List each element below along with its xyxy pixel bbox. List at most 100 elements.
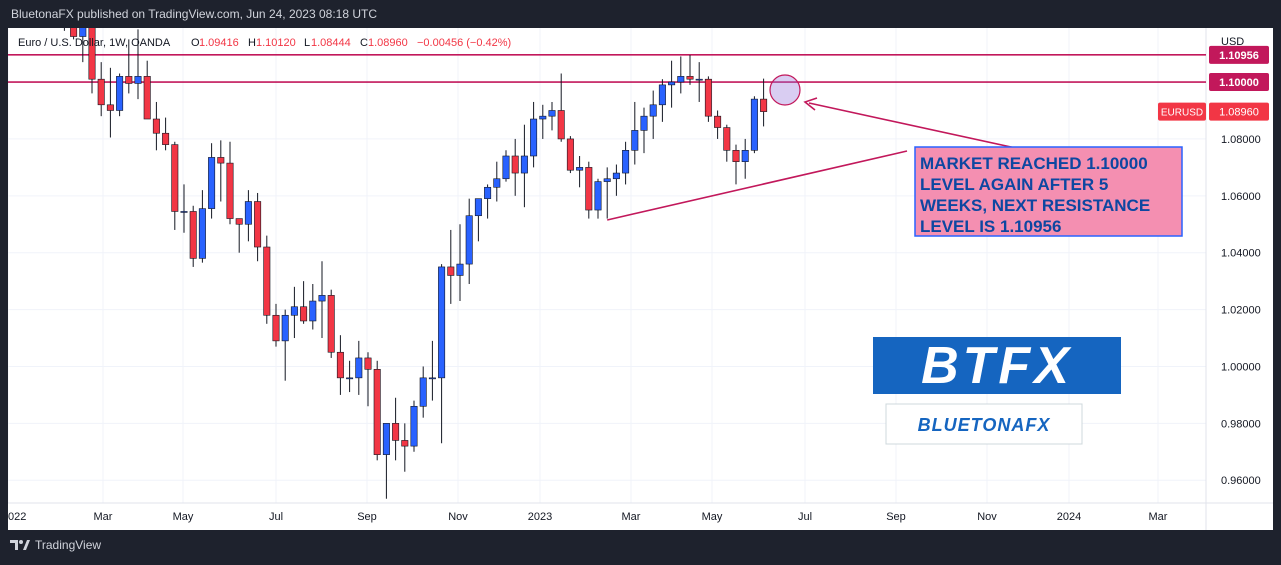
candle-74[interactable]: [723, 124, 731, 162]
grid: [7, 28, 1273, 530]
candle-11[interactable]: [143, 60, 151, 120]
candle-63[interactable]: [622, 141, 630, 185]
candle-body-65: [640, 115, 648, 131]
candle-18[interactable]: [208, 143, 216, 219]
candle-23[interactable]: [254, 192, 262, 262]
annotation-line-2: LEVEL AGAIN AFTER 5: [920, 175, 1108, 194]
candle-22[interactable]: [244, 190, 252, 242]
candle-body-10: [134, 76, 142, 84]
chart-frame[interactable]: 1.10956 1.10000 EURUSD 1.08960 0.96000 0.98…: [7, 0, 1273, 530]
candle-30[interactable]: [318, 261, 326, 339]
candle-64[interactable]: [631, 101, 639, 165]
candle-42[interactable]: [428, 340, 436, 401]
candle-35[interactable]: [364, 352, 372, 407]
candle-6[interactable]: [97, 62, 105, 117]
candle-29[interactable]: [309, 283, 317, 330]
candle-78[interactable]: [760, 78, 768, 127]
candle-38[interactable]: [392, 397, 400, 461]
candle-66[interactable]: [649, 90, 657, 139]
candle-26[interactable]: [281, 309, 289, 381]
candle-72[interactable]: [704, 76, 712, 122]
candle-65[interactable]: [640, 107, 648, 154]
candle-8[interactable]: [116, 73, 124, 117]
candle-25[interactable]: [272, 303, 280, 347]
candle-49[interactable]: [493, 161, 501, 202]
candle-13[interactable]: [162, 117, 170, 151]
candle-2[interactable]: [60, 0, 68, 31]
candle-39[interactable]: [401, 423, 409, 472]
time-tick-4: Sep: [357, 511, 377, 523]
candle-32[interactable]: [336, 335, 344, 395]
candle-20[interactable]: [226, 141, 234, 225]
annotation-box[interactable]: MARKET REACHED 1.10000 LEVEL AGAIN AFTER…: [914, 146, 1183, 237]
candle-57[interactable]: [566, 136, 574, 174]
candle-9[interactable]: [125, 39, 133, 94]
candle-14[interactable]: [171, 141, 179, 230]
last-price-tag: [1209, 102, 1269, 121]
candle-7[interactable]: [106, 67, 114, 138]
time-tick-6: 2023: [528, 511, 552, 523]
candle-55[interactable]: [548, 101, 556, 131]
price-chart[interactable]: 1.10956 1.10000 EURUSD 1.08960 0.96000 0.98…: [7, 0, 1273, 530]
annotation-arrow-head: [803, 97, 818, 111]
price-tick-2: 1.00000: [1221, 361, 1261, 373]
candle-body-58: [576, 167, 584, 171]
candle-body-33: [346, 377, 354, 380]
candle-58[interactable]: [576, 155, 584, 188]
candle-36[interactable]: [373, 360, 381, 461]
candle-45[interactable]: [456, 224, 464, 302]
candle-31[interactable]: [327, 289, 335, 358]
candle-47[interactable]: [474, 198, 482, 242]
candle-67[interactable]: [658, 79, 666, 122]
candle-21[interactable]: [235, 218, 243, 253]
candle-69[interactable]: [677, 56, 685, 94]
candle-24[interactable]: [263, 235, 271, 324]
candle-body-7: [106, 104, 114, 111]
candle-body-19: [217, 157, 225, 164]
candle-44[interactable]: [447, 229, 455, 304]
candle-51[interactable]: [511, 138, 519, 196]
candle-15[interactable]: [180, 184, 188, 233]
candle-body-72: [704, 78, 712, 117]
candle-53[interactable]: [530, 101, 538, 168]
candle-75[interactable]: [732, 144, 740, 185]
candle-19[interactable]: [217, 140, 225, 202]
candle-body-21: [235, 218, 243, 225]
candle-27[interactable]: [290, 286, 298, 339]
time-tick-0: 022: [8, 511, 26, 523]
candle-62[interactable]: [612, 164, 620, 196]
symbol-name[interactable]: Euro / U.S. Dollar, 1W, OANDA: [18, 37, 171, 49]
tradingview-logo[interactable]: TradingView: [10, 538, 101, 552]
candle-68[interactable]: [668, 60, 676, 108]
resistance-levels: 1.10956 1.10000: [8, 45, 1269, 92]
candle-73[interactable]: [714, 110, 722, 139]
candle-16[interactable]: [189, 205, 197, 267]
candle-60[interactable]: [594, 178, 602, 219]
candle-76[interactable]: [741, 138, 749, 179]
candle-54[interactable]: [539, 104, 547, 139]
candle-59[interactable]: [585, 161, 593, 219]
candle-10[interactable]: [134, 29, 142, 100]
candle-41[interactable]: [419, 366, 427, 418]
candle-71[interactable]: [695, 62, 703, 102]
candle-70[interactable]: [686, 55, 694, 85]
candle-28[interactable]: [300, 281, 308, 324]
candle-46[interactable]: [465, 198, 473, 284]
candle-52[interactable]: [520, 124, 528, 208]
candle-61[interactable]: [603, 167, 611, 219]
candle-56[interactable]: [557, 73, 565, 142]
candle-body-53: [530, 118, 538, 157]
candle-50[interactable]: [502, 150, 510, 182]
candle-17[interactable]: [198, 190, 206, 263]
candle-34[interactable]: [355, 340, 363, 395]
symbol-legend[interactable]: Euro / U.S. Dollar, 1W, OANDA O 1.09416 …: [18, 37, 511, 49]
annotation-line-1: MARKET REACHED 1.10000: [920, 154, 1148, 173]
candle-43[interactable]: [438, 264, 446, 444]
support-trendline: [607, 150, 908, 221]
candle-37[interactable]: [382, 423, 390, 499]
candle-48[interactable]: [484, 184, 492, 219]
candle-77[interactable]: [750, 96, 758, 154]
candle-33[interactable]: [346, 360, 354, 393]
candle-12[interactable]: [152, 101, 160, 151]
candle-40[interactable]: [410, 400, 418, 452]
